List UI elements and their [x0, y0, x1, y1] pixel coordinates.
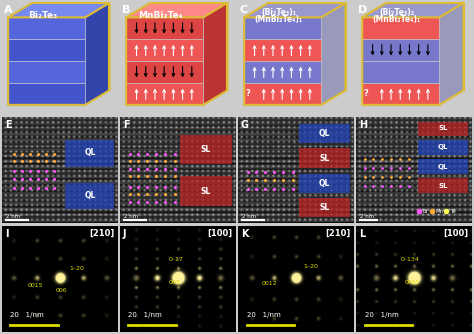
Bar	[300, 174, 350, 193]
Text: [210]: [210]	[89, 229, 114, 238]
Text: K: K	[241, 229, 248, 239]
Bar	[300, 124, 350, 143]
Polygon shape	[85, 3, 109, 105]
Text: 1–20: 1–20	[303, 264, 318, 269]
Text: SL: SL	[201, 145, 211, 154]
Bar	[300, 197, 350, 217]
Polygon shape	[8, 61, 85, 83]
Text: D: D	[357, 5, 367, 15]
Polygon shape	[8, 83, 85, 105]
Bar	[418, 122, 468, 136]
Text: QL: QL	[438, 144, 448, 150]
Polygon shape	[244, 17, 321, 39]
Text: [210]: [210]	[325, 229, 350, 238]
Text: MnBi₂Te₄: MnBi₂Te₄	[138, 11, 183, 20]
Text: Mn: Mn	[436, 209, 444, 214]
Text: B: B	[121, 5, 130, 15]
Text: 2 nm: 2 nm	[242, 214, 256, 219]
Text: QL: QL	[84, 191, 96, 200]
Polygon shape	[244, 61, 321, 83]
Text: QL: QL	[438, 164, 448, 170]
Polygon shape	[126, 3, 228, 17]
Polygon shape	[126, 17, 203, 39]
Text: 20   1/nm: 20 1/nm	[10, 312, 44, 318]
Polygon shape	[126, 39, 203, 61]
Text: 20   1/nm: 20 1/nm	[246, 312, 280, 318]
Text: I: I	[5, 229, 8, 239]
Text: QL: QL	[319, 129, 330, 138]
Polygon shape	[8, 17, 85, 39]
Polygon shape	[362, 39, 439, 61]
Text: E: E	[5, 120, 11, 130]
Text: 006: 006	[55, 288, 67, 293]
Polygon shape	[8, 3, 109, 17]
Text: [100]: [100]	[207, 229, 232, 238]
Text: 0–134: 0–134	[400, 258, 419, 263]
Text: (Bi₂Te₃)₂: (Bi₂Te₃)₂	[379, 8, 414, 17]
Text: 0051: 0051	[405, 280, 420, 285]
Text: 1–20: 1–20	[69, 266, 84, 271]
Polygon shape	[8, 39, 85, 61]
Text: Te: Te	[450, 209, 456, 214]
Text: SL: SL	[438, 125, 447, 131]
Polygon shape	[362, 83, 439, 105]
Text: F: F	[123, 120, 129, 130]
Text: Bi₂Te₃: Bi₂Te₃	[28, 11, 57, 20]
Text: SL: SL	[319, 154, 330, 163]
Polygon shape	[126, 83, 203, 105]
Text: H: H	[359, 120, 367, 130]
Polygon shape	[439, 3, 464, 105]
Text: [100]: [100]	[443, 229, 468, 238]
Polygon shape	[362, 61, 439, 83]
Bar	[180, 176, 232, 206]
Polygon shape	[244, 39, 321, 61]
Text: C: C	[239, 5, 248, 15]
Polygon shape	[362, 17, 439, 39]
Polygon shape	[203, 3, 228, 105]
Text: 20   1/nm: 20 1/nm	[128, 312, 162, 318]
Text: SL: SL	[319, 203, 330, 212]
Bar	[418, 140, 468, 155]
Text: ?: ?	[363, 90, 368, 99]
Bar	[64, 183, 114, 209]
Bar	[180, 135, 232, 164]
Text: 2 nm: 2 nm	[124, 214, 138, 219]
Text: QL: QL	[84, 148, 96, 157]
Text: L: L	[359, 229, 365, 239]
Bar	[418, 159, 468, 174]
Text: 20   1/nm: 20 1/nm	[365, 312, 398, 318]
Text: 003: 003	[169, 280, 181, 285]
Polygon shape	[362, 3, 464, 17]
Text: Bi: Bi	[422, 209, 427, 214]
Text: (MnBi₂Te₄)₁: (MnBi₂Te₄)₁	[373, 15, 421, 24]
Polygon shape	[321, 3, 346, 105]
Text: 2 nm: 2 nm	[360, 214, 374, 219]
Polygon shape	[244, 3, 346, 17]
Text: (MnBi₂Te₄)₁: (MnBi₂Te₄)₁	[255, 15, 303, 24]
Text: 2 nm: 2 nm	[6, 214, 20, 219]
Text: SL: SL	[438, 183, 447, 189]
Text: 0–17: 0–17	[169, 258, 183, 263]
Polygon shape	[244, 83, 321, 105]
Bar	[300, 149, 350, 168]
Bar	[64, 140, 114, 167]
Text: 0015: 0015	[27, 283, 43, 288]
Text: J: J	[123, 229, 126, 239]
Text: 0012: 0012	[262, 281, 277, 286]
Text: A: A	[3, 5, 12, 15]
Text: G: G	[241, 120, 249, 130]
Text: (Bi₂Te₃)₁: (Bi₂Te₃)₁	[261, 8, 296, 17]
Bar	[418, 178, 468, 193]
Text: QL: QL	[319, 179, 330, 188]
Polygon shape	[126, 61, 203, 83]
Text: SL: SL	[201, 187, 211, 196]
Text: ?: ?	[245, 90, 250, 99]
